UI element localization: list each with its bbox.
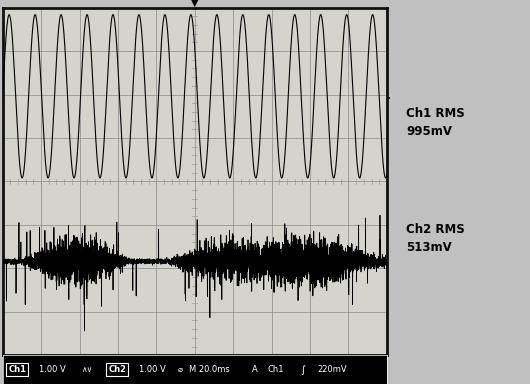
Text: ⌀: ⌀ [178,365,182,374]
Text: Ch1: Ch1 [8,365,26,374]
Text: Ch1: Ch1 [268,365,284,374]
Text: Ch2: Ch2 [108,365,126,374]
Text: 220mV: 220mV [317,365,347,374]
Text: 1.00 V: 1.00 V [39,365,66,374]
Text: Ch1 RMS
995mV: Ch1 RMS 995mV [407,108,465,138]
Text: M 20.0ms: M 20.0ms [189,365,230,374]
Text: ▼: ▼ [191,0,199,8]
Text: ◄: ◄ [387,92,393,101]
Text: A: A [252,365,258,374]
Text: ∧∨: ∧∨ [82,365,93,374]
Text: Ch2 RMS
513mV: Ch2 RMS 513mV [407,223,465,253]
Text: 1.00 V: 1.00 V [139,365,166,374]
Text: ∫: ∫ [301,364,306,375]
